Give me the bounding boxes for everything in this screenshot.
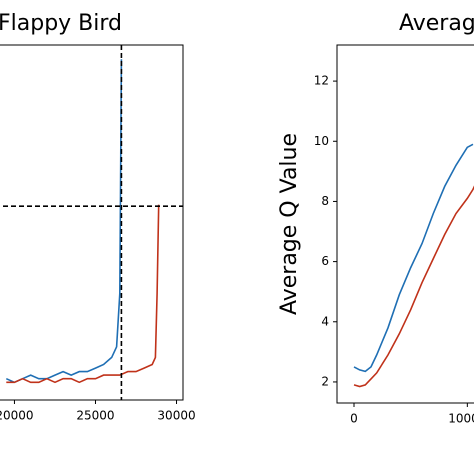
x-tick-label: 30000	[157, 409, 195, 423]
y-tick-label: 4	[321, 314, 329, 328]
line-series	[353, 143, 474, 373]
chart-title: Average Q Value	[399, 11, 474, 36]
x-tick-label: 0	[350, 412, 358, 426]
y-tick-label: 12	[314, 74, 329, 88]
y-tick-label: 2	[321, 374, 329, 388]
line-series	[6, 204, 160, 384]
x-tick-label: 10000	[448, 412, 474, 426]
plot-frame	[336, 44, 474, 404]
y-axis-label: Average Q Value	[277, 133, 302, 315]
plot-frame	[0, 44, 184, 401]
y-tick-label: 6	[321, 254, 329, 268]
line-series	[353, 185, 474, 388]
chart-title: Flappy Bird	[0, 11, 122, 36]
y-tick-label: 10	[314, 134, 329, 148]
x-tick-label: 20000	[0, 409, 34, 423]
y-tick-label: 8	[321, 194, 329, 208]
line-series	[5, 59, 123, 384]
x-tick-label: 25000	[76, 409, 114, 423]
